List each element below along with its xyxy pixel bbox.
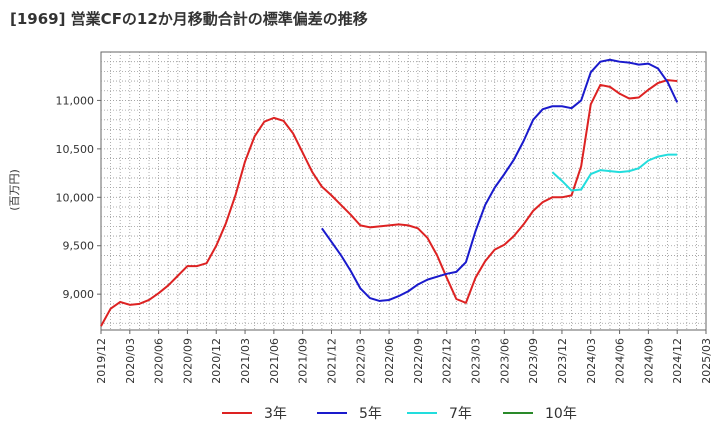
x-tick-label: 2021/09 bbox=[297, 338, 310, 384]
x-tick-label: 2025/03 bbox=[700, 338, 713, 384]
series-line-7年 bbox=[551, 153, 678, 192]
plot-area bbox=[100, 51, 707, 331]
legend-label: 7年 bbox=[449, 406, 472, 422]
x-tick-label: 2024/06 bbox=[614, 338, 627, 384]
x-tick-label: 2019/12 bbox=[95, 338, 108, 384]
x-tick-label: 2021/12 bbox=[325, 338, 338, 384]
y-tick-label: 10,500 bbox=[56, 143, 95, 156]
y-tick-label: 10,000 bbox=[56, 191, 95, 204]
x-tick-label: 2023/09 bbox=[527, 338, 540, 384]
x-tick-label: 2020/09 bbox=[181, 338, 194, 384]
x-tick-label: 2024/03 bbox=[585, 338, 598, 384]
legend-label: 5年 bbox=[359, 406, 382, 422]
x-tick-label: 2023/03 bbox=[470, 338, 483, 384]
x-tick-label: 2023/06 bbox=[498, 338, 511, 384]
x-tick-label: 2024/12 bbox=[671, 338, 684, 384]
x-tick-label: 2022/12 bbox=[441, 338, 454, 384]
legend-label: 10年 bbox=[545, 406, 577, 422]
x-tick-label: 2022/09 bbox=[412, 338, 425, 384]
series-line-3年 bbox=[100, 79, 678, 327]
x-tick-label: 2022/06 bbox=[383, 338, 396, 384]
x-tick-label: 2021/03 bbox=[239, 338, 252, 384]
y-axis-label: (百万円) bbox=[8, 169, 21, 211]
x-tick-label: 2023/12 bbox=[556, 338, 569, 384]
legend-label: 3年 bbox=[264, 406, 287, 422]
y-tick-label: 9,000 bbox=[63, 288, 95, 301]
x-tick-label: 2021/06 bbox=[268, 338, 281, 384]
x-tick-label: 2020/03 bbox=[124, 338, 137, 384]
series-line-5年 bbox=[321, 58, 679, 302]
y-tick-label: 9,500 bbox=[63, 240, 95, 253]
x-tick-label: 2020/12 bbox=[210, 338, 223, 384]
x-tick-label: 2020/06 bbox=[153, 338, 166, 384]
chart-title: [1969] 営業CFの12か月移動合計の標準偏差の推移 bbox=[10, 10, 368, 28]
x-tick-label: 2024/09 bbox=[642, 338, 655, 384]
y-tick-label: 11,000 bbox=[56, 94, 95, 107]
x-tick-label: 2022/03 bbox=[354, 338, 367, 384]
